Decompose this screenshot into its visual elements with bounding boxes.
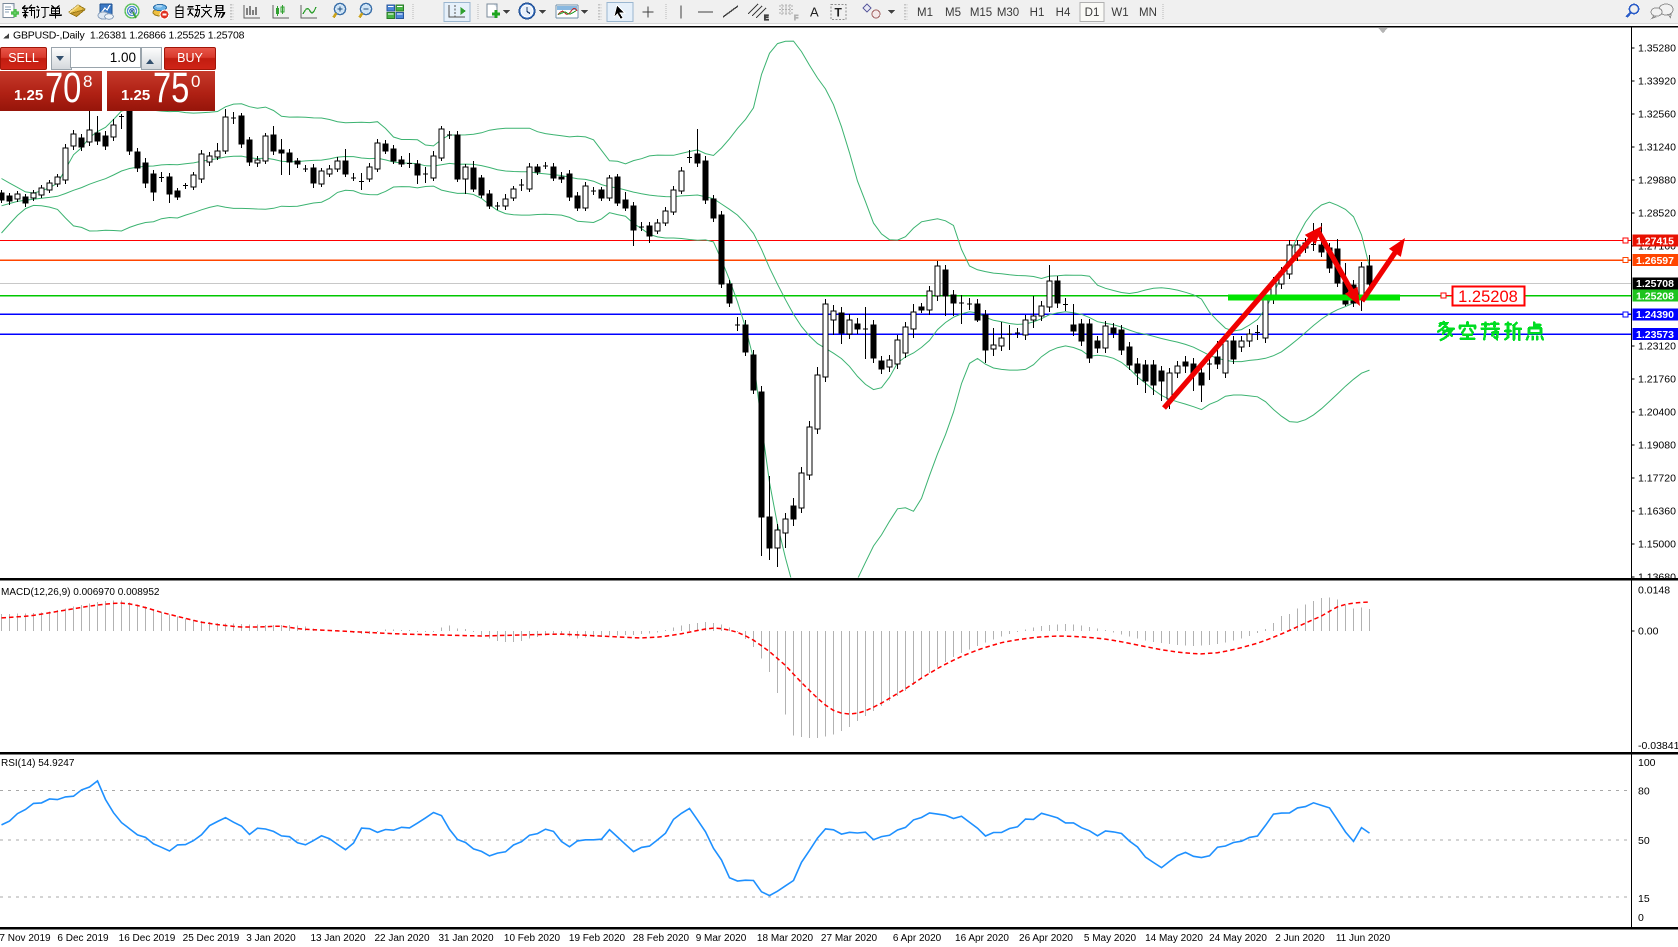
svg-text:5 May 2020: 5 May 2020	[1084, 933, 1137, 944]
svg-text:7 Nov 2019: 7 Nov 2019	[0, 933, 51, 944]
svg-text:0.00: 0.00	[1638, 626, 1659, 638]
svg-text:1.19080: 1.19080	[1638, 440, 1676, 452]
svg-text:M1: M1	[917, 7, 933, 19]
svg-text:1.25208: 1.25208	[1458, 288, 1518, 306]
svg-text:2 Jun 2020: 2 Jun 2020	[1275, 933, 1325, 944]
svg-text:16 Apr 2020: 16 Apr 2020	[955, 933, 1009, 944]
svg-text:T: T	[835, 6, 843, 20]
svg-text:0: 0	[1638, 912, 1644, 924]
svg-text:50: 50	[1638, 835, 1650, 847]
svg-text:M30: M30	[997, 7, 1019, 19]
svg-text:9 Mar 2020: 9 Mar 2020	[696, 933, 747, 944]
svg-text:D1: D1	[1085, 7, 1100, 19]
svg-text:A: A	[810, 5, 819, 20]
svg-text:H1: H1	[1030, 7, 1045, 19]
svg-text:1.21760: 1.21760	[1638, 374, 1676, 386]
svg-text:25 Dec 2019: 25 Dec 2019	[183, 933, 240, 944]
svg-text:3 Jan 2020: 3 Jan 2020	[246, 933, 296, 944]
svg-text:1.32560: 1.32560	[1638, 109, 1676, 121]
svg-text:E: E	[764, 15, 769, 22]
svg-text:-0.038415: -0.038415	[1638, 740, 1678, 752]
svg-text:31 Jan 2020: 31 Jan 2020	[438, 933, 493, 944]
svg-text:26 Apr 2020: 26 Apr 2020	[1019, 933, 1073, 944]
svg-text:1.35280: 1.35280	[1638, 43, 1676, 55]
svg-text:6 Apr 2020: 6 Apr 2020	[893, 933, 942, 944]
svg-text:1.25208: 1.25208	[1636, 291, 1674, 303]
svg-text:1.29880: 1.29880	[1638, 175, 1676, 187]
svg-text:GBPUSD-,Daily 1.26381 1.26866: GBPUSD-,Daily 1.26381 1.26866 1.25525 1.…	[13, 30, 245, 42]
svg-text:1.17720: 1.17720	[1638, 473, 1676, 485]
svg-text:1.13680: 1.13680	[1638, 572, 1676, 584]
svg-text:1.15000: 1.15000	[1638, 539, 1676, 551]
svg-text:RSI(14) 54.9247: RSI(14) 54.9247	[1, 758, 75, 769]
svg-text:1.31240: 1.31240	[1638, 142, 1676, 154]
svg-text:M15: M15	[970, 7, 992, 19]
svg-text:13 Jan 2020: 13 Jan 2020	[310, 933, 365, 944]
svg-text:15: 15	[1638, 893, 1650, 905]
svg-text:27 Mar 2020: 27 Mar 2020	[821, 933, 878, 944]
svg-text:22 Jan 2020: 22 Jan 2020	[374, 933, 429, 944]
svg-text:100: 100	[1638, 757, 1656, 769]
svg-text:14 May 2020: 14 May 2020	[1145, 933, 1203, 944]
svg-text:11 Jun 2020: 11 Jun 2020	[1336, 933, 1391, 944]
svg-text:16 Dec 2019: 16 Dec 2019	[119, 933, 176, 944]
svg-text:1.33920: 1.33920	[1638, 76, 1676, 88]
svg-text:6 Dec 2019: 6 Dec 2019	[57, 933, 109, 944]
svg-text:28 Feb 2020: 28 Feb 2020	[633, 933, 690, 944]
svg-text:1.16360: 1.16360	[1638, 506, 1676, 518]
svg-text:W1: W1	[1111, 7, 1128, 19]
svg-text:1.23573: 1.23573	[1636, 329, 1674, 341]
svg-text:F: F	[794, 15, 798, 22]
svg-text:1.26597: 1.26597	[1636, 255, 1674, 267]
svg-text:1.28520: 1.28520	[1638, 208, 1676, 220]
svg-text:1.24390: 1.24390	[1636, 309, 1674, 321]
svg-text:80: 80	[1638, 786, 1650, 798]
svg-text:H4: H4	[1056, 7, 1071, 19]
svg-text:1.23120: 1.23120	[1638, 341, 1676, 353]
svg-text:1.25708: 1.25708	[1636, 278, 1674, 290]
svg-text:1.20400: 1.20400	[1638, 407, 1676, 419]
svg-text:10 Feb 2020: 10 Feb 2020	[504, 933, 561, 944]
svg-text:0.0148: 0.0148	[1638, 585, 1670, 597]
svg-text:18 Mar 2020: 18 Mar 2020	[757, 933, 814, 944]
svg-text:MN: MN	[1139, 7, 1157, 19]
svg-text:M5: M5	[945, 7, 961, 19]
svg-text:MACD(12,26,9) 0.006970 0.00895: MACD(12,26,9) 0.006970 0.008952	[1, 587, 160, 598]
svg-text:19 Feb 2020: 19 Feb 2020	[569, 933, 626, 944]
svg-text:24 May 2020: 24 May 2020	[1209, 933, 1267, 944]
svg-text:1.27415: 1.27415	[1636, 235, 1674, 247]
